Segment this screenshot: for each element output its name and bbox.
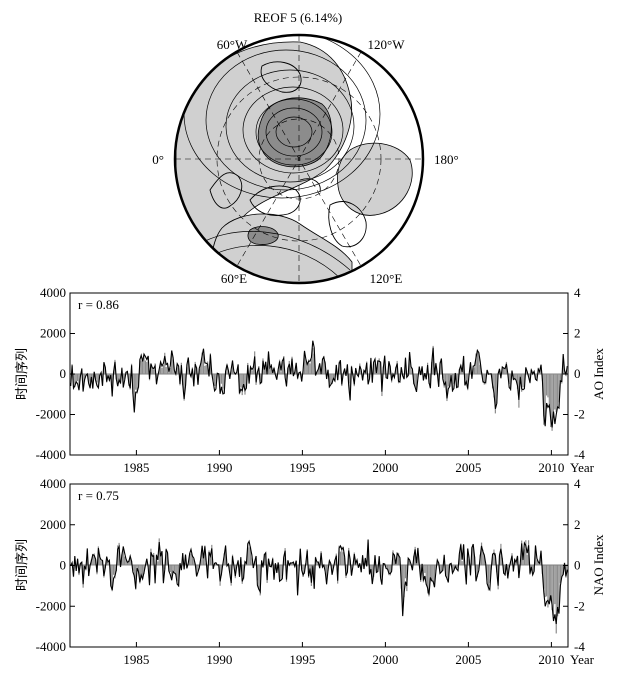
x-tick-label: 2000: [372, 460, 398, 475]
y2-tick-label: 4: [574, 476, 581, 491]
y-axis-title: 时间序列: [14, 539, 29, 591]
line-series: [70, 539, 568, 625]
y2-tick-label: -2: [574, 407, 585, 422]
r-annotation: r = 0.86: [78, 297, 119, 312]
x-tick-label: 1995: [289, 652, 315, 667]
map-title: REOF 5 (6.14%): [254, 10, 342, 25]
coastlines: [209, 61, 367, 248]
x-tick-label: 2010: [538, 652, 564, 667]
y2-tick-label: -4: [574, 639, 585, 654]
y-tick-label: 2000: [40, 517, 66, 532]
lon-label-120e: 120°E: [370, 271, 403, 286]
y-tick-label: -2000: [36, 407, 66, 422]
lon-label-0: 0°: [152, 152, 164, 167]
x-tick-label: 1990: [206, 652, 232, 667]
y-tick-label: 2000: [40, 326, 66, 341]
graticule: [175, 35, 423, 283]
x-tick-label: 1990: [206, 460, 232, 475]
r-annotation: r = 0.75: [78, 488, 119, 503]
x-tick-label: 1985: [123, 652, 149, 667]
x-unit-label: Year: [570, 460, 595, 475]
y-tick-label: 4000: [40, 476, 66, 491]
x-tick-label: 1995: [289, 460, 315, 475]
y-tick-label: -4000: [36, 639, 66, 654]
x-tick-label: 2010: [538, 460, 564, 475]
y2-tick-label: -2: [574, 598, 585, 613]
y2-axis-title: NAO Index: [591, 534, 606, 596]
ao-panel: r = 0.86 4000 2000 0 -2000 -4000 4 2 0 -2 -4 198…: [14, 285, 606, 475]
y-tick-label: 0: [60, 558, 67, 573]
y-tick-label: -4000: [36, 447, 66, 462]
y-axis-title: 时间序列: [14, 348, 29, 400]
polar-map: [173, 33, 425, 285]
x-tick-label: 1985: [123, 460, 149, 475]
y2-tick-label: -4: [574, 447, 585, 462]
y2-tick-label: 4: [574, 285, 581, 300]
x-tick-label: 2005: [455, 652, 481, 667]
y2-tick-label: 0: [574, 366, 581, 381]
y-tick-label: 0: [60, 366, 67, 381]
y2-axis-title: AO Index: [591, 348, 606, 400]
lon-label-60e: 60°E: [221, 271, 247, 286]
x-unit-label: Year: [570, 652, 595, 667]
y-tick-label: -2000: [36, 598, 66, 613]
y2-tick-label: 2: [574, 326, 581, 341]
shading-region-east: [337, 142, 413, 216]
nao-panel: r = 0.75 4000 2000 0 -2000 -4000 4 2 0 -2 -4 198…: [14, 476, 606, 667]
line-series: [70, 340, 568, 428]
lon-label-180: 180°: [434, 152, 459, 167]
y-tick-label: 4000: [40, 285, 66, 300]
bar-series: [70, 538, 568, 634]
x-tick-label: 2005: [455, 460, 481, 475]
lon-label-120w: 120°W: [368, 37, 406, 52]
shading-region-south-dark: [247, 226, 279, 245]
y2-tick-label: 0: [574, 558, 581, 573]
y2-tick-label: 2: [574, 517, 581, 532]
x-tick-label: 2000: [372, 652, 398, 667]
lon-label-60w: 60°W: [217, 37, 248, 52]
